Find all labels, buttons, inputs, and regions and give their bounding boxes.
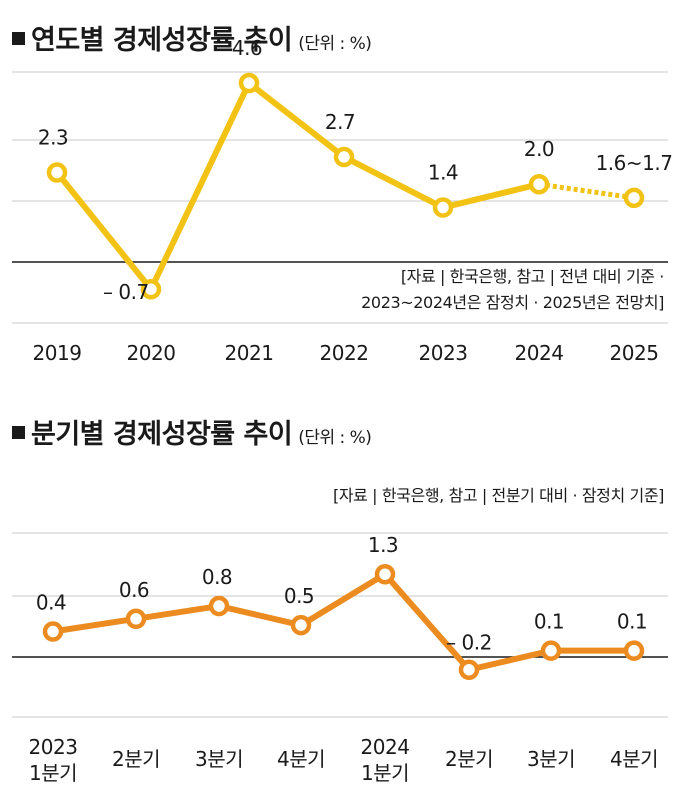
annual-source-note: 2023~2024년은 잠정치 · 2025년은 전망치] (361, 293, 664, 312)
annual-chart-title: 연도별 경제성장률 추이 (단위 : %) (12, 18, 372, 57)
quarterly-data-point (208, 595, 230, 617)
annual-data-label: – 0.7 (103, 280, 149, 304)
quarterly-data-point (290, 614, 312, 636)
annual-data-label: 1.4 (428, 161, 458, 185)
annual-x-tick-label: 2024 (515, 341, 564, 365)
annual-data-label: 2.3 (38, 126, 68, 150)
quarterly-data-point (623, 640, 645, 661)
quarterly-data-label: 1.3 (368, 533, 398, 557)
annual-x-tick-label: 2025 (610, 341, 659, 365)
quarterly-x-tick-label: 3분기 (527, 747, 575, 771)
quarterly-x-tick-label: 2024 (361, 735, 410, 759)
quarterly-source-note: [자료 | 한국은행, 참고 | 전분기 대비 · 잠정치 기준] (333, 486, 664, 505)
quarterly-x-tick-label: 4분기 (277, 747, 325, 771)
quarterly-x-tick-label: 4분기 (610, 747, 658, 771)
annual-data-point (528, 173, 550, 195)
annual-series-line (54, 80, 540, 293)
title-square-icon (12, 426, 25, 439)
annual-source-note: [자료 | 한국은행, 참고 | 전년 대비 기준 · (401, 267, 664, 286)
quarterly-x-tick-label: 1분기 (29, 761, 77, 785)
annual-data-point (238, 72, 260, 94)
quarterly-data-label: 0.5 (284, 584, 314, 608)
quarterly-x-tick-label: 1분기 (361, 761, 409, 785)
quarterly-data-label: 0.8 (202, 565, 232, 589)
annual-data-point (623, 187, 645, 209)
quarterly-x-tick-label: 2분기 (445, 747, 493, 771)
annual-x-tick-label: 2023 (419, 341, 468, 365)
quarterly-data-point (125, 608, 147, 630)
quarterly-chart-title: 분기별 경제성장률 추이 (단위 : %) (12, 412, 372, 451)
annual-data-label: 1.6~1.7 (596, 151, 673, 175)
quarterly-data-point (458, 659, 480, 680)
quarterly-x-tick-label: 2분기 (112, 747, 160, 771)
annual-x-tick-label: 2022 (320, 341, 369, 365)
quarterly-data-label: – 0.2 (446, 631, 492, 655)
quarterly-data-point (374, 563, 396, 585)
quarterly-data-label: 0.1 (534, 610, 564, 634)
quarterly-data-label: 0.4 (36, 591, 66, 615)
annual-data-label: 4.6 (232, 36, 262, 60)
annual-x-tick-label: 2019 (33, 341, 82, 365)
annual-x-tick-label: 2020 (127, 341, 176, 365)
quarterly-series-line (52, 571, 634, 673)
quarterly-title-text: 분기별 경제성장률 추이 (31, 419, 293, 450)
quarterly-data-point (42, 621, 64, 642)
quarterly-x-tick-label: 2023 (29, 735, 78, 759)
annual-data-point (432, 197, 454, 218)
annual-data-point (333, 146, 355, 168)
annual-data-point (140, 278, 162, 300)
quarterly-unit-label: (단위 : %) (298, 428, 372, 448)
annual-title-text: 연도별 경제성장률 추이 (31, 25, 293, 56)
quarterly-data-label: 0.6 (119, 578, 149, 602)
annual-forecast-dotted-line (538, 181, 635, 201)
quarterly-data-label: 0.1 (617, 610, 647, 634)
quarterly-x-tick-label: 3분기 (195, 747, 243, 771)
quarterly-data-point (540, 640, 562, 661)
annual-data-point (46, 162, 68, 183)
annual-unit-label: (단위 : %) (298, 34, 372, 54)
annual-data-label: 2.7 (325, 110, 355, 134)
annual-data-label: 2.0 (524, 137, 554, 161)
title-square-icon (12, 32, 25, 45)
annual-x-tick-label: 2021 (225, 341, 274, 365)
